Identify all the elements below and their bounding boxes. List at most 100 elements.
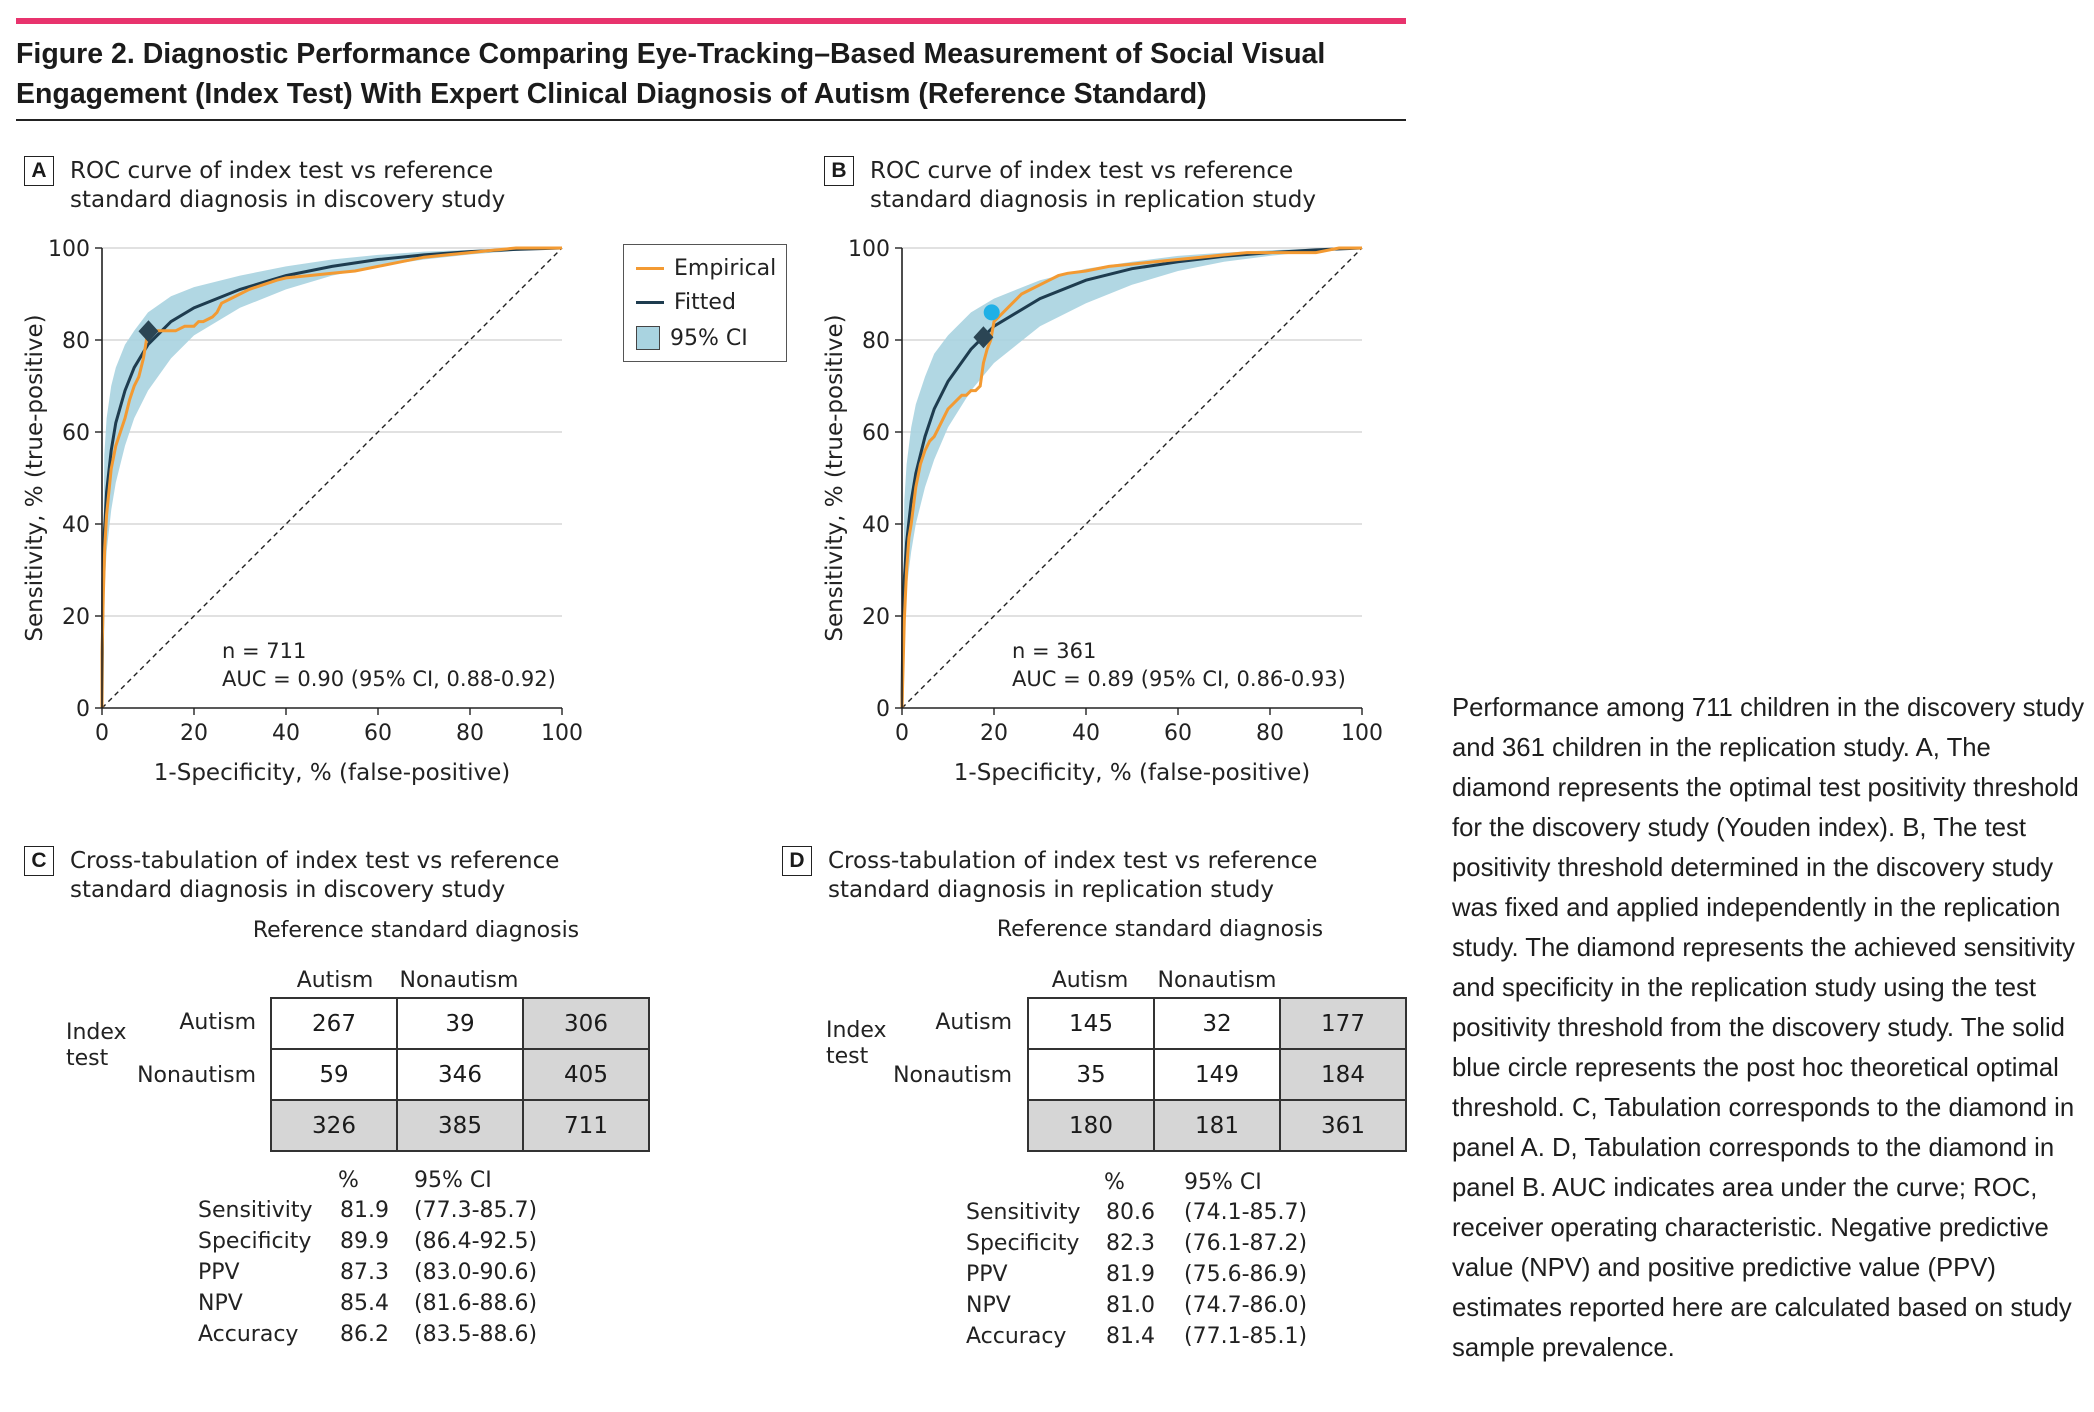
stats-c-pct-header: %	[338, 1168, 359, 1193]
stats-c-ci: (77.3-85.7)	[414, 1198, 538, 1223]
stats-d-pct: 80.6	[1106, 1200, 1155, 1225]
n-annotation: n = 711	[222, 639, 306, 663]
x-tick-label: 0	[95, 721, 109, 746]
stats-c-pct: 89.9	[340, 1229, 389, 1254]
stats-d-label: Accuracy	[966, 1324, 1067, 1349]
table-d-col-autism: Autism	[1051, 968, 1129, 993]
table-c-cell: 267	[270, 997, 398, 1050]
table-c-row-total: 306	[522, 997, 650, 1050]
stats-c-pct: 81.9	[340, 1198, 389, 1223]
panel-b-letter: B	[824, 156, 854, 186]
x-tick-label: 80	[456, 721, 484, 746]
reference-diagonal	[901, 247, 1363, 709]
y-tick-label: 40	[62, 513, 90, 538]
x-tick-label: 0	[895, 721, 909, 746]
y-tick-label: 0	[76, 697, 90, 722]
legend-item-fitted: Fitted	[636, 287, 736, 317]
stats-d-pct: 81.0	[1106, 1293, 1155, 1318]
legend-empirical-swatch	[636, 266, 664, 270]
y-tick-label: 20	[62, 605, 90, 630]
x-tick-label: 40	[272, 721, 300, 746]
x-tick-label: 60	[364, 721, 392, 746]
stats-d-pct: 81.4	[1106, 1324, 1155, 1349]
legend-ci-label: 95% CI	[670, 325, 748, 351]
y-tick-label: 0	[876, 697, 890, 722]
stats-d-label: Specificity	[966, 1231, 1080, 1256]
stats-d-label: NPV	[966, 1293, 1011, 1318]
panel-d-letter: D	[782, 846, 812, 876]
x-tick-label: 20	[980, 721, 1008, 746]
table-d-row-total: 177	[1279, 997, 1407, 1050]
table-c-cell: 39	[396, 997, 524, 1050]
figure-caption: Performance among 711 children in the di…	[1452, 694, 2085, 1362]
table-d-grand-total: 361	[1279, 1099, 1407, 1152]
table-d-row-autism: Autism	[935, 1010, 1012, 1035]
diamond-marker	[138, 320, 159, 343]
y-tick-label: 80	[862, 329, 890, 354]
x-axis-label: 1-Specificity, % (false-positive)	[954, 760, 1310, 786]
empirical-curve	[100, 246, 562, 708]
stats-c-pct: 87.3	[340, 1260, 389, 1285]
y-axis-label: Sensitivity, % (true-positive)	[22, 314, 48, 641]
table-d-header: Reference standard diagnosis	[996, 917, 1324, 942]
stats-c-label: PPV	[198, 1260, 240, 1285]
reference-diagonal	[101, 247, 563, 709]
table-c-index-label: Index test	[66, 1020, 127, 1071]
roc-chart-b: 00 20 20 40 40 60 60 80 80 100 100 1-Specificity, %…	[822, 237, 1383, 786]
legend-empirical-label: Empirical	[674, 255, 777, 281]
table-d-col-total: 181	[1153, 1099, 1281, 1152]
x-axis-label: 1-Specificity, % (false-positive)	[154, 760, 510, 786]
table-c-col-total: 326	[270, 1099, 398, 1152]
table-c: 267 39 306 59 346 405 326 385 711	[270, 997, 650, 1152]
panel-b-title: ROC curve of index test vs reference sta…	[870, 158, 1316, 213]
stats-c-label: Specificity	[198, 1229, 312, 1254]
table-d: 145 32 177 35 149 184 180 181 361	[1027, 997, 1407, 1152]
table-d-cell: 149	[1153, 1048, 1281, 1101]
y-tick-label: 20	[862, 605, 890, 630]
table-d-row-total: 184	[1279, 1048, 1407, 1101]
chart-legend: Empirical Fitted 95% CI	[623, 244, 787, 362]
panel-c-letter: C	[24, 846, 54, 876]
stats-c-ci: (81.6-88.6)	[414, 1291, 538, 1316]
y-tick-label: 40	[862, 513, 890, 538]
table-c-cell: 346	[396, 1048, 524, 1101]
y-tick-label: 100	[48, 237, 90, 262]
legend-ci-swatch	[636, 326, 660, 350]
table-c-col-total: 385	[396, 1099, 524, 1152]
table-c-cell: 59	[270, 1048, 398, 1101]
stats-d-ci: (74.1-85.7)	[1184, 1200, 1308, 1225]
legend-fitted-swatch	[636, 300, 664, 304]
panel-a-title: ROC curve of index test vs reference sta…	[70, 158, 506, 213]
table-d-cell: 35	[1027, 1048, 1155, 1101]
panel-c-title: Cross-tabulation of index test vs refere…	[70, 848, 560, 903]
table-c-row-nonautism: Nonautism	[137, 1063, 256, 1088]
stats-d-ci: (77.1-85.1)	[1184, 1324, 1308, 1349]
title-divider	[16, 119, 1406, 121]
y-tick-label: 80	[62, 329, 90, 354]
circle-marker	[983, 304, 1000, 321]
stats-d-pct-header: %	[1104, 1170, 1125, 1195]
legend-fitted-label: Fitted	[674, 289, 736, 315]
y-tick-label: 60	[862, 421, 890, 446]
table-c-col-nonautism: Nonautism	[399, 968, 519, 993]
table-c-row-total: 405	[522, 1048, 650, 1101]
table-d-col-nonautism: Nonautism	[1157, 968, 1277, 993]
table-c-col-autism: Autism	[296, 968, 374, 993]
stats-d-ci: (76.1-87.2)	[1184, 1231, 1308, 1256]
x-tick-label: 60	[1164, 721, 1192, 746]
stats-d-pct: 81.9	[1106, 1262, 1155, 1287]
diamond-marker	[973, 326, 994, 349]
table-c-grand-total: 711	[522, 1099, 650, 1152]
table-d-col-total: 180	[1027, 1099, 1155, 1152]
auc-annotation: AUC = 0.90 (95% CI, 0.88-0.92)	[222, 667, 556, 691]
x-tick-label: 20	[180, 721, 208, 746]
y-tick-label: 60	[62, 421, 90, 446]
table-d-cell: 145	[1027, 997, 1155, 1050]
y-axis-label: Sensitivity, % (true-positive)	[822, 314, 848, 641]
stats-d-ci: (74.7-86.0)	[1184, 1293, 1308, 1318]
table-d-index-label: Index test	[826, 1018, 887, 1069]
roc-chart-a: 00 20 20 40 40 60 60 80 80 100 100 1-Specificity, %…	[22, 237, 583, 786]
table-c-row-autism: Autism	[179, 1010, 256, 1035]
x-tick-label: 80	[1256, 721, 1284, 746]
